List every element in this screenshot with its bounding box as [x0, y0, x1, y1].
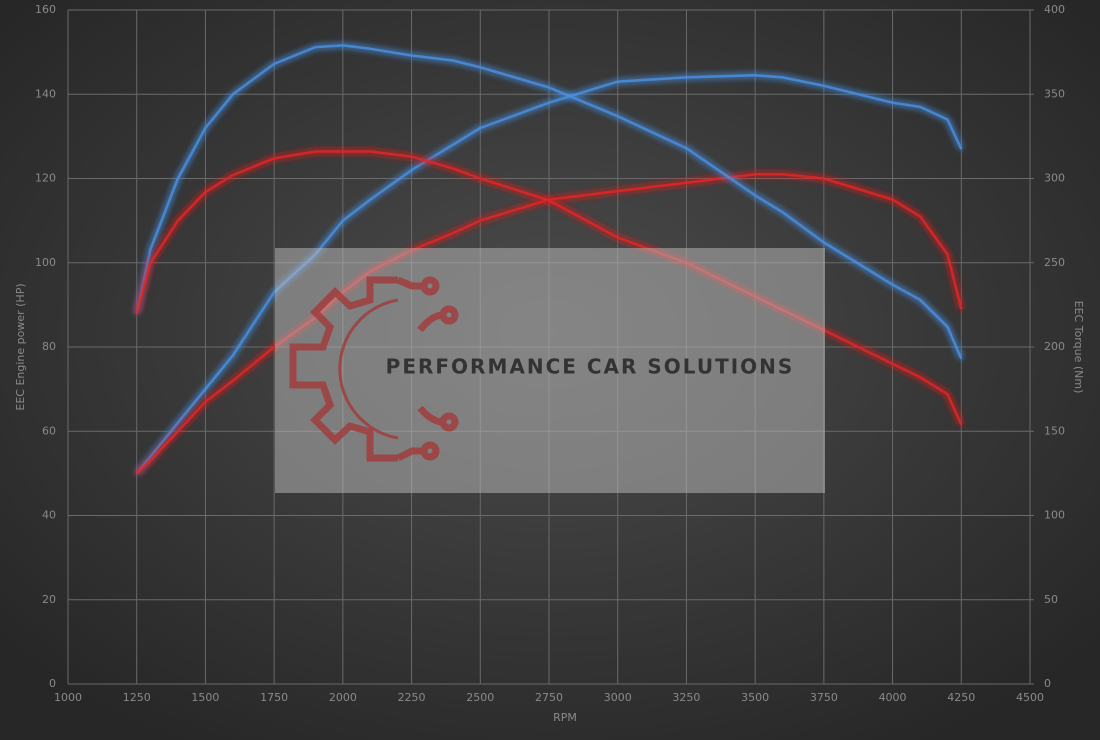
- x-tick-label: 4000: [879, 691, 907, 704]
- y2-tick-label: 400: [1044, 3, 1065, 16]
- y2-tick-label: 200: [1044, 340, 1065, 353]
- y2-tick-label: 300: [1044, 172, 1065, 185]
- y2-tick-label: 100: [1044, 509, 1065, 522]
- y2-tick-label: 350: [1044, 87, 1065, 100]
- x-tick-label: 3250: [672, 691, 700, 704]
- logo: [289, 276, 459, 462]
- y-tick-label: 120: [35, 172, 56, 185]
- y-axis-label: EEC Engine power (HP): [14, 283, 27, 410]
- y2-tick-label: 250: [1044, 256, 1065, 269]
- series-line: [135, 173, 963, 475]
- x-tick-label: 2750: [535, 691, 563, 704]
- series-line: [135, 150, 963, 426]
- x-tick-label: 3500: [741, 691, 769, 704]
- y-tick-label: 160: [35, 3, 56, 16]
- x-tick-label: 1000: [54, 691, 82, 704]
- series-line: [135, 44, 963, 360]
- x-tick-label: 2000: [329, 691, 357, 704]
- x-tick-label: 2250: [398, 691, 426, 704]
- x-tick-label: 3750: [810, 691, 838, 704]
- y-tick-label: 140: [35, 87, 56, 100]
- x-tick-label: 4250: [947, 691, 975, 704]
- y-tick-label: 20: [42, 593, 56, 606]
- x-tick-label: 4500: [1016, 691, 1044, 704]
- x-tick-label: 1500: [191, 691, 219, 704]
- series-group: [135, 44, 963, 475]
- y-tick-label: 80: [42, 340, 56, 353]
- y-tick-label: 40: [42, 509, 56, 522]
- watermark: PERFORMANCE CAR SOLUTIONS: [275, 248, 825, 493]
- y2-tick-label: 0: [1044, 677, 1051, 690]
- y-tick-label: 100: [35, 256, 56, 269]
- y2-axis-label: EEC Torque (Nm): [1072, 301, 1085, 394]
- x-tick-label: 3000: [604, 691, 632, 704]
- y-tick-label: 60: [42, 424, 56, 437]
- x-tick-label: 1250: [123, 691, 151, 704]
- x-tick-label: 2500: [466, 691, 494, 704]
- x-tick-label: 1750: [260, 691, 288, 704]
- y2-tick-label: 50: [1044, 593, 1058, 606]
- series-line: [135, 74, 963, 475]
- watermark-text: PERFORMANCE CAR SOLUTIONS: [386, 355, 795, 379]
- y-tick-label: 0: [49, 677, 56, 690]
- x-axis-label: RPM: [553, 711, 577, 724]
- y2-tick-label: 150: [1044, 424, 1065, 437]
